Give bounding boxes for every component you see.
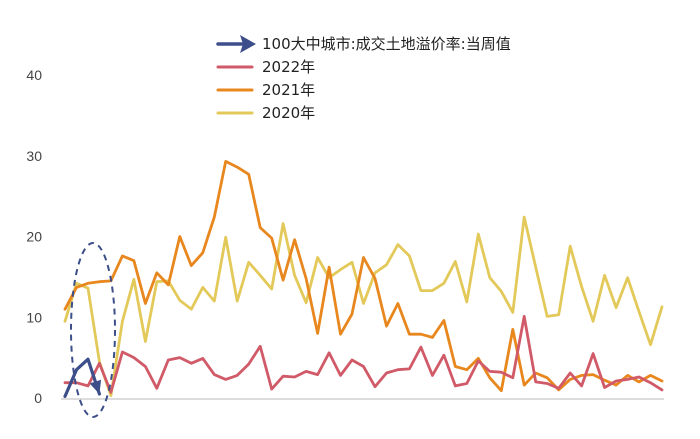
legend-item-2020: 2020年 — [216, 104, 315, 122]
legend-label: 2021年 — [262, 81, 315, 99]
y-tick-label: 30 — [26, 148, 42, 164]
y-tick-label: 10 — [26, 309, 42, 325]
y-tick-label: 40 — [26, 67, 42, 83]
series-current-arrowhead — [89, 379, 102, 394]
legend-arrowhead-icon — [240, 35, 256, 53]
y-tick-label: 0 — [34, 390, 42, 406]
series-line-current — [63, 357, 102, 398]
series-line-2021 — [63, 159, 664, 393]
legend-item-current: 100大中城市:成交土地溢价率:当周值 — [216, 35, 511, 53]
legend-label: 2022年 — [262, 58, 315, 76]
legend-label: 2020年 — [262, 104, 315, 122]
y-axis-ticks: 0 10 20 30 40 — [26, 67, 42, 406]
legend-item-2022: 2022年 — [216, 58, 315, 76]
y-tick-label: 20 — [26, 229, 42, 245]
series-line-2022 — [63, 314, 664, 394]
legend: 100大中城市:成交土地溢价率:当周值 2022年 2021年 2020年 — [216, 35, 511, 122]
legend-label: 100大中城市:成交土地溢价率:当周值 — [262, 35, 511, 53]
legend-item-2021: 2021年 — [216, 81, 315, 99]
series-layer — [63, 159, 664, 398]
highlight-ellipse — [70, 242, 116, 418]
